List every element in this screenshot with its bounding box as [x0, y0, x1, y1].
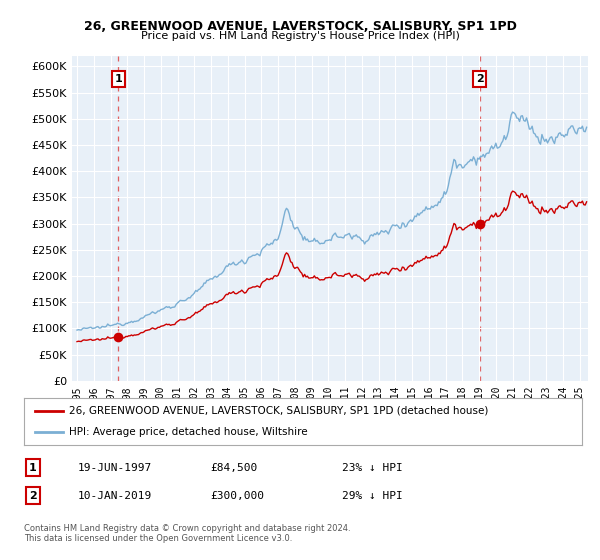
Text: £84,500: £84,500 [210, 463, 257, 473]
Text: 2: 2 [476, 74, 484, 84]
Text: 2: 2 [29, 491, 37, 501]
Text: 10-JAN-2019: 10-JAN-2019 [78, 491, 152, 501]
Text: 29% ↓ HPI: 29% ↓ HPI [342, 491, 403, 501]
Text: HPI: Average price, detached house, Wiltshire: HPI: Average price, detached house, Wilt… [68, 427, 307, 437]
Text: Price paid vs. HM Land Registry's House Price Index (HPI): Price paid vs. HM Land Registry's House … [140, 31, 460, 41]
Text: 23% ↓ HPI: 23% ↓ HPI [342, 463, 403, 473]
Text: 1: 1 [115, 74, 122, 84]
Text: 26, GREENWOOD AVENUE, LAVERSTOCK, SALISBURY, SP1 1PD: 26, GREENWOOD AVENUE, LAVERSTOCK, SALISB… [83, 20, 517, 32]
Text: Contains HM Land Registry data © Crown copyright and database right 2024.
This d: Contains HM Land Registry data © Crown c… [24, 524, 350, 543]
Text: 19-JUN-1997: 19-JUN-1997 [78, 463, 152, 473]
Text: 26, GREENWOOD AVENUE, LAVERSTOCK, SALISBURY, SP1 1PD (detached house): 26, GREENWOOD AVENUE, LAVERSTOCK, SALISB… [68, 406, 488, 416]
Text: 1: 1 [29, 463, 37, 473]
Text: £300,000: £300,000 [210, 491, 264, 501]
